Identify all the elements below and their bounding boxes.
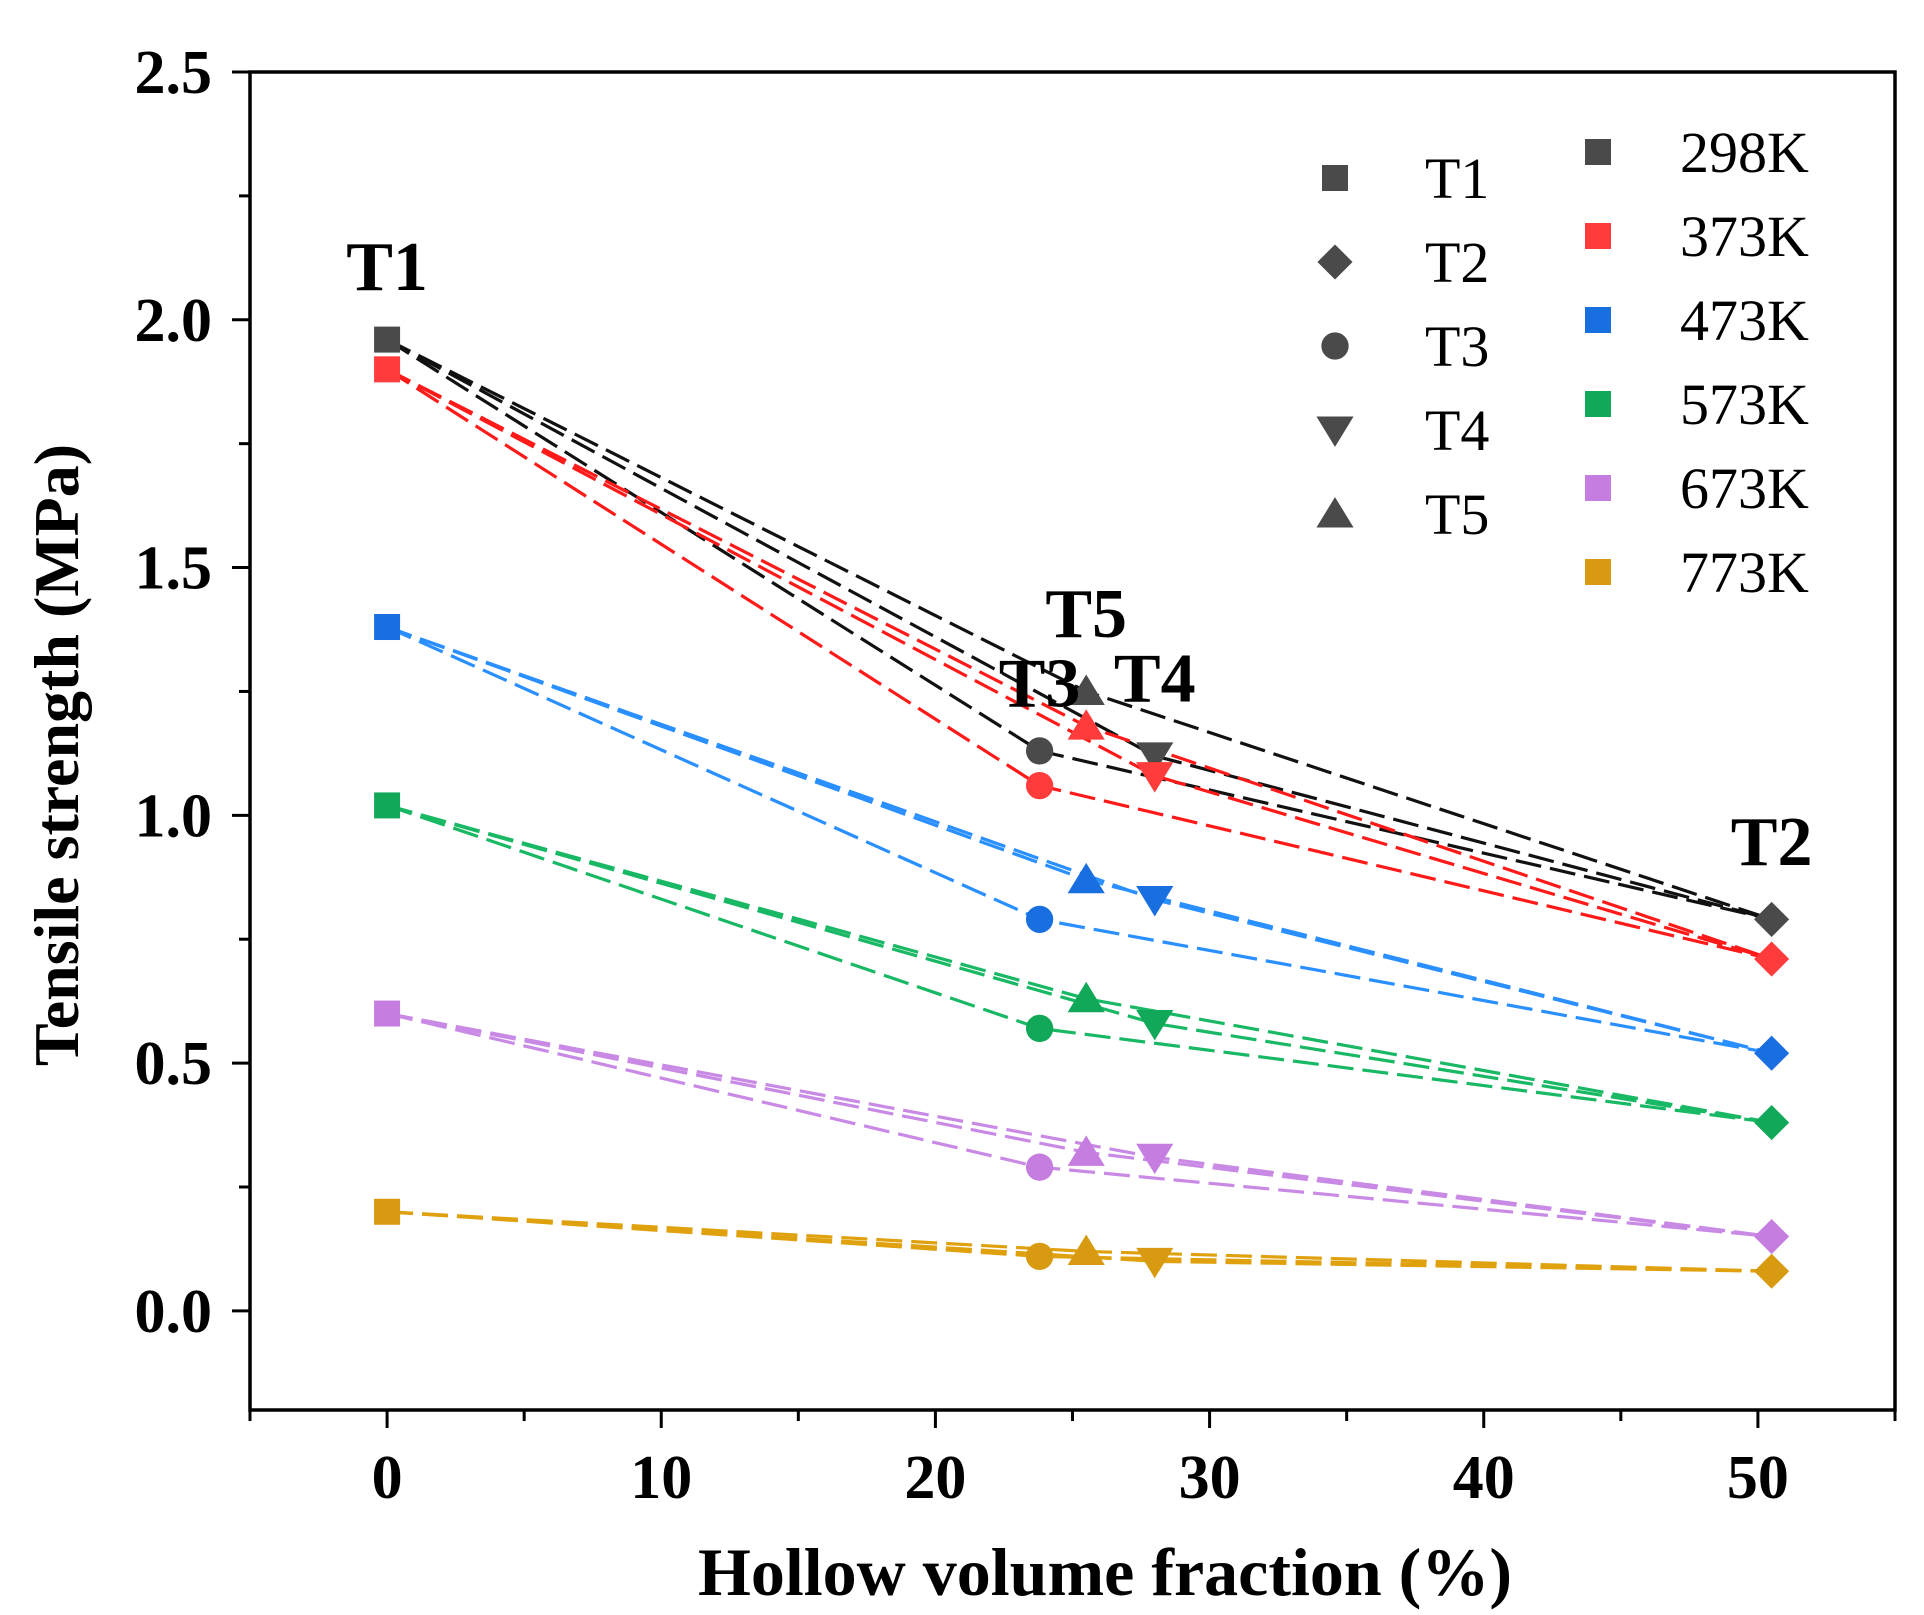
x-tick-label: 30 bbox=[1179, 1444, 1241, 1512]
annotation-T2: T2 bbox=[1731, 804, 1813, 881]
annotation-T5: T5 bbox=[1045, 576, 1127, 653]
axes-layer: 0 10 20 30 40 50 0.0 0.5 1.0 1.5 2.0 2.5 bbox=[135, 39, 1897, 1512]
data-point-573K-T4 bbox=[1136, 1009, 1174, 1041]
data-point-573K-T3 bbox=[1025, 1014, 1054, 1043]
x-axis-title: Hollow volume fraction (%) bbox=[698, 1534, 1512, 1610]
legend-marker-T5 bbox=[1316, 497, 1354, 528]
data-point-298K-T3 bbox=[1025, 737, 1054, 765]
plot-frame bbox=[248, 70, 1897, 1412]
legend-marker-T1 bbox=[1322, 165, 1348, 191]
x-tick-label: 50 bbox=[1727, 1444, 1789, 1512]
legend-label-673K: 673K bbox=[1680, 456, 1809, 521]
data-point-773K-T5 bbox=[1067, 1234, 1105, 1265]
legend-swatch-298K bbox=[1585, 139, 1611, 165]
data-point-673K-T1 bbox=[374, 1000, 401, 1027]
legend-label-T3: T3 bbox=[1425, 314, 1489, 379]
fit-line-773K-T4 bbox=[386, 1210, 1772, 1273]
legend-label-473K: 473K bbox=[1680, 288, 1809, 353]
legend-swatch-673K bbox=[1585, 475, 1611, 501]
legend-marker-T2 bbox=[1317, 244, 1353, 280]
data-point-298K-T2 bbox=[1754, 901, 1790, 937]
fit-lines-layer bbox=[386, 338, 1773, 1273]
y-tick-label: 1.5 bbox=[135, 535, 213, 603]
fit-line-373K-T4 bbox=[386, 367, 1773, 961]
x-tick-label: 0 bbox=[372, 1444, 403, 1512]
fit-line-673K-T4 bbox=[386, 1011, 1772, 1239]
data-point-473K-T5 bbox=[1067, 862, 1105, 894]
fit-line-573K-T3 bbox=[386, 803, 1772, 1125]
y-tick-label: 2.5 bbox=[135, 39, 213, 107]
data-point-373K-T5 bbox=[1067, 709, 1105, 740]
y-axis-title: Tensile strength (MPa) bbox=[21, 444, 92, 1066]
y-tick-label: 0.5 bbox=[135, 1030, 213, 1098]
data-point-773K-T1 bbox=[374, 1198, 401, 1225]
data-point-773K-T2 bbox=[1754, 1253, 1790, 1289]
x-tick-label: 10 bbox=[630, 1444, 692, 1512]
data-point-573K-T2 bbox=[1754, 1105, 1790, 1141]
fit-line-298K-T4 bbox=[386, 338, 1773, 921]
data-point-298K-T1 bbox=[374, 326, 401, 353]
data-point-298K-T4 bbox=[1136, 742, 1174, 773]
legend-label-773K: 773K bbox=[1680, 540, 1809, 605]
fit-line-673K-T5 bbox=[386, 1011, 1772, 1239]
markers-layer bbox=[374, 326, 1790, 1289]
legend: T1 T2 T3 T4 T5 298K 373K 473K 573K 673K 773K bbox=[1316, 120, 1809, 605]
legend-label-T5: T5 bbox=[1425, 482, 1489, 547]
data-point-573K-T5 bbox=[1067, 981, 1105, 1013]
legend-label-373K: 373K bbox=[1680, 204, 1809, 269]
x-tick-label: 40 bbox=[1453, 1444, 1515, 1512]
fit-line-573K-T4 bbox=[386, 803, 1772, 1125]
data-point-673K-T5 bbox=[1067, 1135, 1105, 1166]
data-point-473K-T1 bbox=[374, 614, 401, 641]
y-tick-label: 1.0 bbox=[135, 782, 213, 850]
legend-swatch-773K bbox=[1585, 559, 1611, 585]
data-point-673K-T2 bbox=[1754, 1219, 1790, 1255]
data-point-373K-T4 bbox=[1136, 762, 1174, 793]
x-tick-label: 20 bbox=[904, 1444, 966, 1512]
data-point-573K-T1 bbox=[374, 792, 401, 819]
legend-swatch-373K bbox=[1585, 223, 1611, 249]
data-point-473K-T3 bbox=[1025, 905, 1054, 934]
annotation-T1: T1 bbox=[346, 229, 428, 306]
legend-swatch-473K bbox=[1585, 307, 1611, 333]
data-point-373K-T3 bbox=[1025, 771, 1054, 800]
data-point-373K-T2 bbox=[1754, 941, 1790, 977]
annotation-T3: T3 bbox=[999, 645, 1081, 722]
fit-line-673K-T3 bbox=[386, 1011, 1772, 1239]
legend-label-573K: 573K bbox=[1680, 372, 1809, 437]
data-point-773K-T3 bbox=[1025, 1242, 1054, 1271]
legend-label-T2: T2 bbox=[1425, 230, 1489, 295]
annotation-T4: T4 bbox=[1114, 640, 1196, 717]
y-tick-label: 0.0 bbox=[135, 1278, 213, 1346]
data-point-773K-T4 bbox=[1136, 1247, 1174, 1279]
legend-label-T4: T4 bbox=[1425, 398, 1489, 463]
legend-marker-T4 bbox=[1316, 416, 1354, 447]
data-point-298K-T5 bbox=[1067, 674, 1105, 705]
data-point-473K-T4 bbox=[1136, 886, 1174, 917]
data-point-473K-T2 bbox=[1754, 1035, 1790, 1071]
legend-marker-T3 bbox=[1321, 332, 1349, 360]
y-tick-label: 2.0 bbox=[135, 287, 213, 355]
data-point-373K-T1 bbox=[374, 356, 401, 383]
legend-label-298K: 298K bbox=[1680, 120, 1809, 185]
legend-label-T1: T1 bbox=[1425, 146, 1489, 211]
legend-swatch-573K bbox=[1585, 391, 1611, 417]
data-point-673K-T3 bbox=[1025, 1153, 1054, 1181]
fit-line-573K-T5 bbox=[386, 803, 1772, 1125]
data-point-673K-T4 bbox=[1136, 1143, 1174, 1175]
